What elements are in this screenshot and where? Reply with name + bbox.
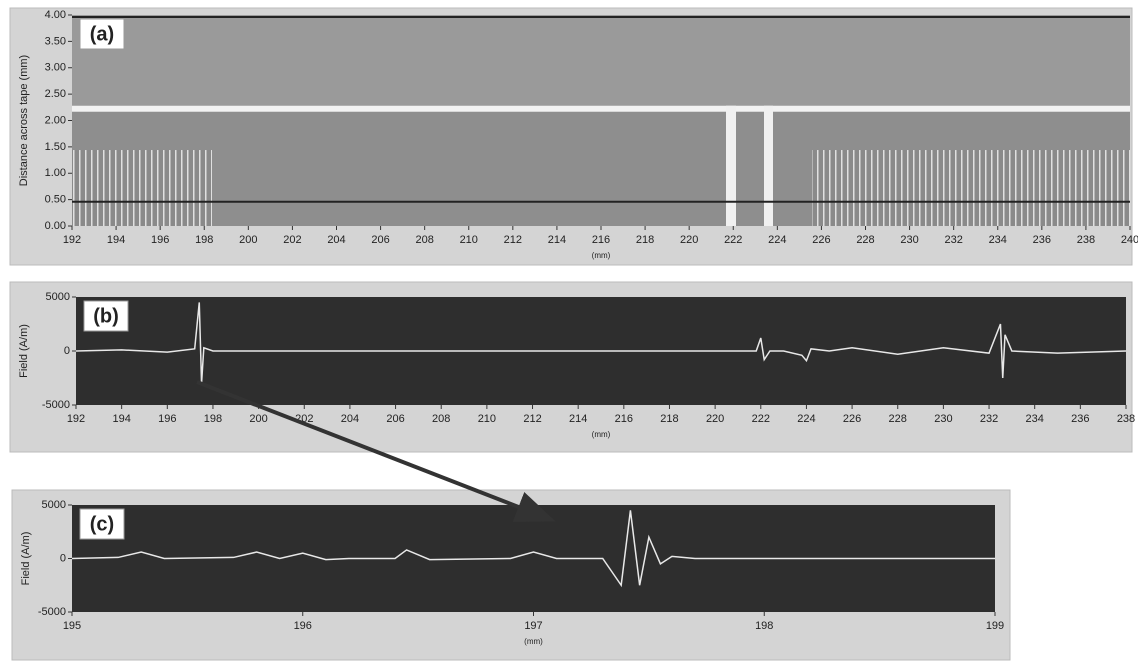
x-tick-label: 238 (1077, 234, 1095, 246)
x-tick-label: 222 (724, 234, 742, 246)
defect-2 (764, 105, 773, 226)
x-tick-label: 218 (636, 234, 654, 246)
x-tick-label: 226 (843, 413, 861, 425)
y-tick-label: -5000 (38, 606, 66, 618)
x-tick-label: 234 (989, 234, 1007, 246)
x-tick-label: 208 (432, 413, 450, 425)
x-tick-label: 214 (569, 413, 587, 425)
y-axis-label: Field (A/m) (18, 324, 30, 378)
tape-edge (72, 105, 1130, 112)
x-tick-label: 210 (460, 234, 478, 246)
y-tick-label: 5000 (42, 499, 66, 511)
y-tick-label: 2.50 (45, 88, 66, 100)
x-tick-label: 222 (752, 413, 770, 425)
x-tick-label: 236 (1071, 413, 1089, 425)
x-tick-label: 196 (151, 234, 169, 246)
x-axis-label: (mm) (524, 637, 543, 646)
x-tick-label: 238 (1117, 413, 1135, 425)
x-tick-label: 204 (327, 234, 345, 246)
x-tick-label: 220 (706, 413, 724, 425)
x-tick-label: 204 (341, 413, 359, 425)
y-tick-label: 4.00 (45, 9, 66, 21)
panel-label-box (83, 300, 129, 332)
signal-line (71, 510, 995, 588)
y-tick-label: 1.50 (45, 141, 66, 153)
panel-label-box (79, 508, 125, 540)
panel-label: (c) (90, 513, 114, 535)
x-tick-label: 228 (856, 234, 874, 246)
x-tick-label: 206 (371, 234, 389, 246)
x-tick-label: 192 (63, 234, 81, 246)
x-tick-label: 202 (283, 234, 301, 246)
x-tick-label: 198 (204, 413, 222, 425)
y-tick-label: 0 (64, 345, 70, 357)
x-tick-label: 218 (660, 413, 678, 425)
x-tick-label: 194 (112, 413, 130, 425)
y-tick-label: 0.00 (45, 220, 66, 232)
y-tick-label: 0 (60, 552, 66, 564)
defect-1 (726, 105, 736, 226)
x-tick-label: 212 (523, 413, 541, 425)
x-tick-label: 230 (900, 234, 918, 246)
x-tick-label: 216 (615, 413, 633, 425)
x-tick-label: 236 (1033, 234, 1051, 246)
y-axis-label: Distance across tape (mm) (18, 55, 30, 186)
panel-label-box (79, 18, 125, 50)
x-tick-label: 200 (249, 413, 267, 425)
x-tick-label: 210 (478, 413, 496, 425)
x-tick-label: 232 (944, 234, 962, 246)
x-tick-label: 208 (415, 234, 433, 246)
x-tick-label: 192 (67, 413, 85, 425)
signal-line (75, 302, 1127, 384)
panel-label: (b) (93, 305, 119, 327)
x-tick-label: 232 (980, 413, 998, 425)
y-tick-label: 1.00 (45, 167, 66, 179)
x-axis-label: (mm) (592, 251, 611, 260)
x-tick-label: 224 (768, 234, 786, 246)
x-tick-label: 212 (504, 234, 522, 246)
zoom-arrow (196, 380, 556, 522)
y-tick-label: 3.50 (45, 35, 66, 47)
x-tick-label: 224 (797, 413, 815, 425)
x-tick-label: 196 (294, 620, 312, 632)
x-tick-label: 206 (386, 413, 404, 425)
x-tick-label: 199 (986, 620, 1004, 632)
x-tick-label: 200 (239, 234, 257, 246)
x-tick-label: 230 (934, 413, 952, 425)
y-tick-label: 2.00 (45, 114, 66, 126)
panels: 0.00 0.50 1.00 1.50 2.00 2.50 3.00 3.50 4.00 192 1… (9, 7, 1138, 661)
y-tick-label: 5000 (46, 291, 70, 303)
y-axis-label: Field (A/m) (20, 532, 32, 586)
x-tick-label: 197 (524, 620, 542, 632)
x-tick-label: 195 (63, 620, 81, 632)
x-tick-label: 226 (812, 234, 830, 246)
y-tick-label: 3.00 (45, 62, 66, 74)
x-tick-label: 220 (680, 234, 698, 246)
x-tick-label: 194 (107, 234, 125, 246)
x-tick-label: 196 (158, 413, 176, 425)
y-tick-label: 0.50 (45, 194, 66, 206)
track-left (72, 150, 212, 226)
x-tick-label: 216 (592, 234, 610, 246)
tape-upper (72, 15, 1130, 106)
x-tick-label: 240 (1121, 234, 1138, 246)
x-axis-label: (mm) (592, 430, 611, 439)
y-tick-label: -5000 (42, 399, 70, 411)
x-tick-label: 228 (889, 413, 907, 425)
panel-label: (a) (90, 23, 114, 45)
x-tick-label: 198 (195, 234, 213, 246)
track-right (812, 150, 1130, 226)
x-tick-label: 198 (755, 620, 773, 632)
x-tick-label: 234 (1026, 413, 1044, 425)
x-tick-label: 214 (548, 234, 566, 246)
